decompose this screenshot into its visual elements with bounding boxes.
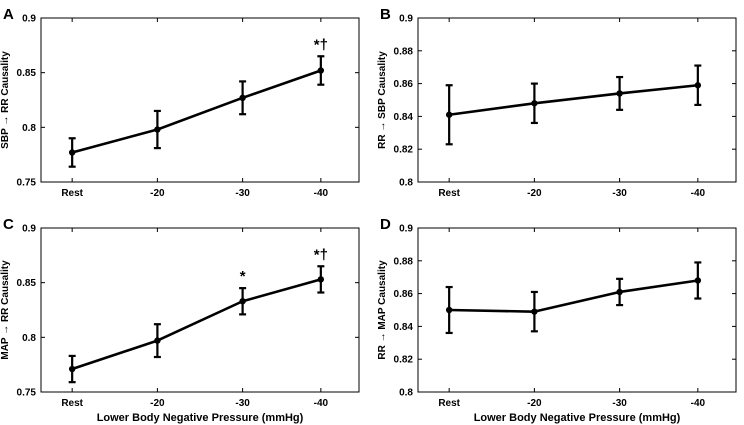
data-point [694, 277, 702, 284]
y-tick-label: 0.88 [394, 256, 414, 267]
data-point [239, 298, 246, 305]
x-axis-label: Lower Body Negative Pressure (mmHg) [474, 412, 681, 424]
y-tick-label: 0.85 [17, 278, 37, 289]
series-line [71, 278, 322, 371]
x-tick-label: Rest [438, 398, 460, 409]
data-point [239, 94, 246, 102]
x-tick-label: -20 [527, 188, 542, 199]
x-tick-label: -30 [612, 398, 627, 409]
y-tick-label: 0.8 [22, 333, 36, 344]
y-tick-label: 0.9 [399, 224, 413, 235]
y-tick-label: 0.84 [394, 322, 414, 333]
y-axis-label: RR → SBP Causality [377, 51, 388, 149]
y-axis-label: RR → MAP Causality [377, 260, 388, 360]
x-tick-label: -40 [314, 188, 329, 199]
panel-d: 0.8 0.82 0.84 0.86 0.88 0.9 Rest -20 -30 -40 RR → … [377, 216, 737, 424]
x-tick-label: -20 [150, 398, 165, 409]
y-tick-label: 0.8 [399, 388, 413, 399]
data-point [616, 90, 623, 97]
x-tick-label: -30 [612, 188, 627, 199]
y-tick-label: 0.8 [22, 123, 36, 134]
x-tick-label: -30 [235, 398, 250, 409]
x-tick-label: -20 [150, 188, 165, 199]
axes-frame [417, 17, 737, 183]
panel-c: 0.75 0.8 0.85 0.9 Rest -20 -30 -40 MAP → RR Caus… [0, 216, 360, 424]
axes-frame [417, 227, 737, 393]
data-point [616, 288, 623, 296]
x-tick-label: Rest [61, 188, 83, 199]
panel-label: D [380, 216, 391, 233]
data-point [445, 111, 453, 118]
series-line [449, 279, 699, 313]
panel-label: C [3, 216, 14, 233]
series-line [71, 69, 322, 154]
y-tick-label: 0.86 [394, 289, 414, 300]
x-axis-label: Lower Body Negative Pressure (mmHg) [97, 412, 304, 424]
panel-a: 0.75 0.8 0.85 0.9 Rest -20 -30 -40 SBP → RR Caus… [0, 6, 360, 199]
y-tick-label: 0.82 [394, 355, 414, 366]
y-tick-label: 0.84 [394, 112, 414, 123]
significance-annotation: *† [314, 36, 328, 53]
y-tick-label: 0.75 [17, 388, 37, 399]
x-tick-label: -40 [691, 188, 706, 199]
y-tick-label: 0.8 [399, 178, 413, 189]
x-tick-label: Rest [438, 188, 460, 199]
data-point [531, 100, 538, 107]
data-point [317, 67, 325, 74]
series-line [448, 83, 698, 117]
panel-b: 0.8 0.82 0.84 0.86 0.88 0.9 Rest -20 -30 -40 RR → … [377, 6, 737, 199]
y-tick-label: 0.85 [17, 68, 37, 79]
data-point [531, 308, 538, 315]
x-tick-label: Rest [61, 398, 83, 409]
x-tick-label: -40 [314, 398, 329, 409]
data-point [154, 337, 161, 344]
y-tick-label: 0.82 [394, 145, 414, 156]
y-tick-label: 0.75 [17, 178, 37, 189]
x-tick-label: -40 [691, 398, 706, 409]
y-tick-label: 0.9 [22, 224, 36, 235]
data-point [694, 82, 702, 89]
y-tick-label: 0.88 [394, 46, 414, 57]
significance-annotation: *† [314, 246, 328, 263]
data-point [68, 149, 76, 156]
y-tick-label: 0.86 [394, 79, 414, 90]
panel-label: B [380, 6, 391, 23]
y-axis-label: SBP → RR Causality [0, 51, 11, 149]
axes-frame [40, 227, 360, 393]
y-axis-label: MAP → RR Causality [0, 260, 11, 360]
x-tick-label: -20 [527, 398, 542, 409]
x-tick-label: -30 [235, 188, 250, 199]
data-point [445, 306, 453, 314]
data-point [154, 126, 161, 133]
axes-frame [40, 17, 360, 183]
panel-label: A [3, 6, 14, 23]
data-point [317, 276, 325, 283]
y-tick-label: 0.9 [399, 14, 413, 25]
data-point [68, 365, 76, 373]
y-tick-label: 0.9 [22, 14, 36, 25]
significance-annotation: * [240, 268, 246, 285]
